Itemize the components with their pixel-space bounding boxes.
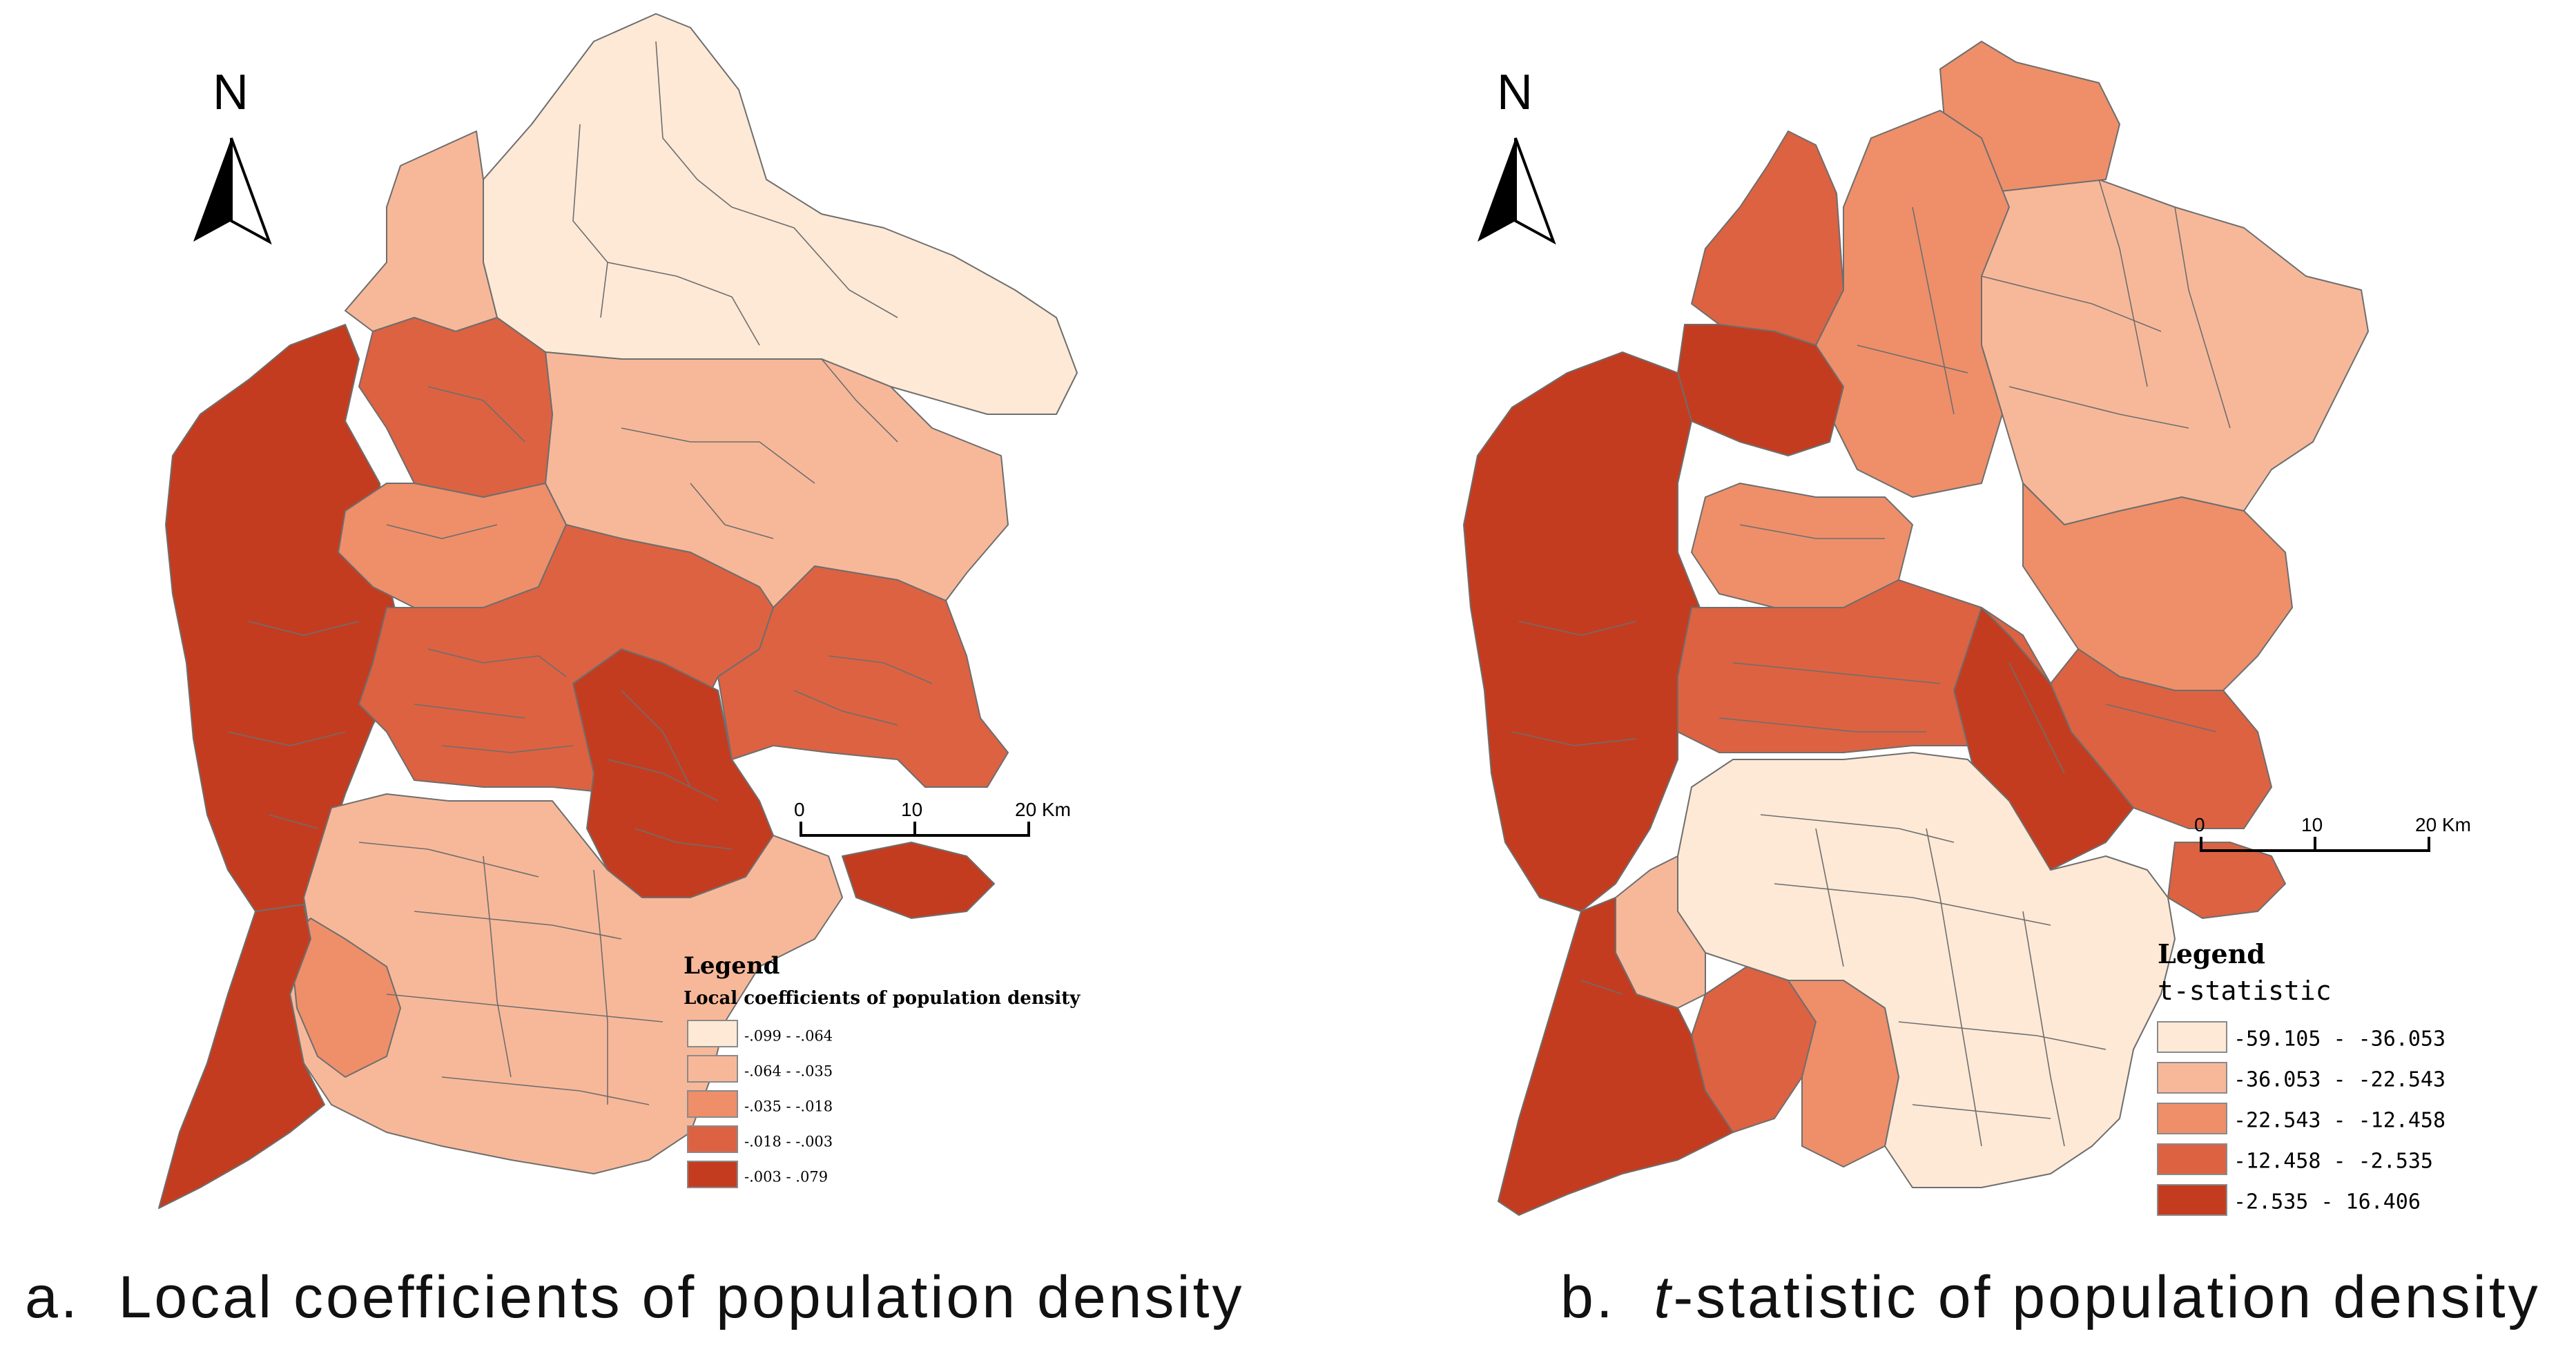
region-north-center <box>1815 110 2010 498</box>
scale-bar: 0 10 20 Km <box>2194 814 2471 852</box>
region-west-mid <box>358 317 553 498</box>
legend-label-1: -59.105 - -36.053 <box>2234 1027 2446 1051</box>
map-regions <box>1463 41 2369 1216</box>
scale-tick-10: 10 <box>2301 814 2323 835</box>
map-regions <box>158 13 1078 1209</box>
caption-text: -statistic of population density <box>1673 1264 2541 1330</box>
north-arrow-left-icon <box>1478 138 1515 242</box>
north-arrow-right-icon <box>230 137 272 245</box>
region-far-west <box>1463 351 1706 912</box>
caption-a: a. Local coefficients of population dens… <box>25 1263 1244 1339</box>
legend-label-2: -36.053 - -22.543 <box>2234 1067 2446 1092</box>
region-south-west-band <box>289 918 401 1078</box>
legend-label-5: -2.535 - 16.406 <box>2234 1190 2421 1214</box>
north-arrow: N <box>193 65 272 245</box>
legend-title: Legend <box>2158 938 2265 969</box>
unit-boundaries <box>227 41 933 1105</box>
legend-subtitle: Local coefficients of population density <box>684 988 1081 1009</box>
legend-label-3: -.035 - -.018 <box>744 1098 833 1115</box>
legend-label-4: -12.458 - -2.535 <box>2234 1149 2433 1173</box>
region-city-east <box>717 565 1009 788</box>
legend-swatch-5 <box>687 1161 738 1188</box>
scale-tick-0: 0 <box>2194 814 2205 835</box>
choropleth-map-a: N 0 10 20 Km Legend Local coefficients o… <box>158 13 1081 1209</box>
legend: Legend Local coefficients of population … <box>684 952 1081 1188</box>
region-east-band <box>2022 483 2293 691</box>
legend-swatch-2 <box>2157 1062 2227 1094</box>
region-north-left <box>345 130 498 332</box>
legend-title: Legend <box>684 952 779 980</box>
region-south-mid-light <box>1788 980 1899 1168</box>
caption-text: Local coefficients of population density <box>118 1264 1245 1330</box>
region-southeast-tip <box>2167 842 2286 919</box>
unit-boundaries <box>1511 179 2231 1147</box>
legend-subtitle: t-statistic <box>2158 976 2332 1006</box>
legend-swatch-5 <box>2157 1184 2227 1216</box>
map-panel-b: N 0 10 20 Km Legend t-statistic -59.105 … <box>1291 0 2575 1356</box>
north-arrow: N <box>1478 65 1556 245</box>
region-northeast <box>1967 179 2369 525</box>
legend-label-1: -.099 - -.064 <box>744 1028 833 1045</box>
legend-label-4: -.018 - -.003 <box>744 1134 833 1150</box>
scale-tick-20: 20 Km <box>1015 799 1071 820</box>
caption-letter: b. <box>1560 1264 1616 1330</box>
north-arrow-left-icon <box>193 138 231 242</box>
scale-tick-0: 0 <box>794 799 805 820</box>
north-label: N <box>213 65 249 120</box>
map-panel-a: N 0 10 20 Km Legend Local coefficients o… <box>0 0 1284 1356</box>
legend-label-2: -.064 - -.035 <box>744 1063 833 1080</box>
north-arrow-right-icon <box>1514 137 1556 245</box>
legend-swatch-3 <box>687 1090 738 1118</box>
legend-swatch-3 <box>2157 1103 2227 1134</box>
scale-bar: 0 10 20 Km <box>794 799 1071 837</box>
scale-tick-10: 10 <box>901 799 922 820</box>
legend-swatch-1 <box>2157 1021 2227 1053</box>
scale-tick-20: 20 Km <box>2415 814 2471 835</box>
legend-swatch-2 <box>687 1055 738 1083</box>
caption-b: b. t-statistic of population density <box>1560 1263 2541 1339</box>
region-city-east <box>2050 648 2272 829</box>
caption-italic: t <box>1654 1264 1674 1330</box>
choropleth-map-b: N 0 10 20 Km Legend t-statistic -59.105 … <box>1463 41 2471 1216</box>
caption-letter: a. <box>25 1264 80 1330</box>
region-southwest-coast <box>158 904 325 1209</box>
legend-label-3: -22.543 - -12.458 <box>2234 1108 2446 1132</box>
region-southeast-tip <box>842 842 995 919</box>
north-label: N <box>1497 65 1533 120</box>
legend-swatch-4 <box>687 1125 738 1153</box>
region-northwest <box>1691 130 1844 346</box>
legend-swatch-1 <box>687 1020 738 1047</box>
region-southwest-coast <box>1498 897 1734 1216</box>
legend-label-5: -.003 - .079 <box>744 1169 828 1185</box>
legend: Legend t-statistic -59.105 - -36.053 -36.… <box>2157 938 2446 1216</box>
legend-swatch-4 <box>2157 1143 2227 1175</box>
